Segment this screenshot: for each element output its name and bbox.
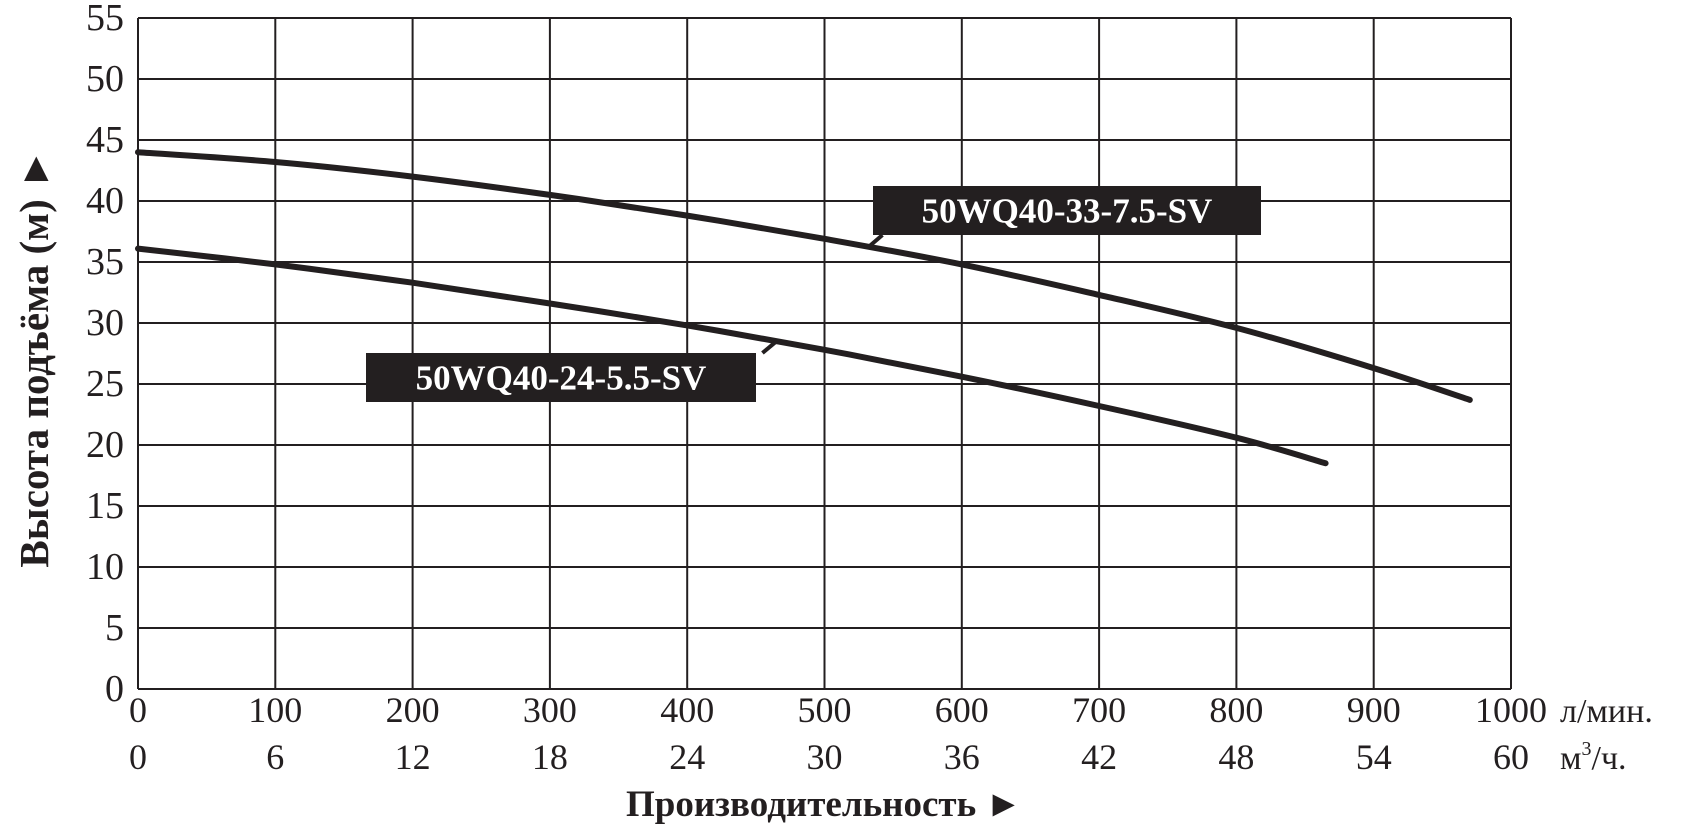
- x-tick-label-2: 200: [386, 690, 440, 730]
- x2-tick-label-3: 18: [532, 737, 568, 777]
- y-tick-label-10: 50: [86, 58, 124, 100]
- x-axis-unit-lpm: л/мин.: [1560, 693, 1653, 730]
- grid: [137, 17, 1512, 690]
- x-tick-label-4: 400: [660, 690, 714, 730]
- x2-tick-label-1: 6: [266, 737, 284, 777]
- y-tick-label-4: 20: [86, 424, 124, 466]
- y-tick-label-8: 40: [86, 180, 124, 222]
- annotation-label-1: 50WQ40-24-5.5-SV: [416, 359, 707, 398]
- annotation-leader-0: [867, 233, 884, 249]
- series-annotations: 50WQ40-33-7.5-SV 50WQ40-24-5.5-SV: [366, 186, 1261, 402]
- y-tick-label-0: 0: [105, 668, 124, 710]
- annotation-box-1: [366, 353, 756, 402]
- x2-tick-label-8: 48: [1218, 737, 1254, 777]
- x-axis-unit-m3h: м3/ч.: [1560, 738, 1627, 777]
- annotation-label-0: 50WQ40-33-7.5-SV: [922, 192, 1213, 231]
- x-tick-label-6: 600: [935, 690, 989, 730]
- series-line-1: [135, 245, 1329, 467]
- y-tick-label-3: 15: [86, 485, 124, 527]
- x2-tick-label-4: 24: [669, 737, 705, 777]
- x2-unit-base: м: [1560, 740, 1582, 777]
- x2-tick-label-5: 30: [807, 737, 843, 777]
- y-tick-label-6: 30: [86, 302, 124, 344]
- y-tick-label-7: 35: [86, 241, 124, 283]
- x-tick-label-1: 100: [248, 690, 302, 730]
- x2-unit-tail: /ч.: [1592, 740, 1627, 777]
- x2-unit-sup: 3: [1582, 738, 1592, 760]
- x-tick-label-5: 500: [798, 690, 852, 730]
- x2-tick-label-6: 36: [944, 737, 980, 777]
- x2-tick-label-9: 54: [1356, 737, 1392, 777]
- x-tick-label-9: 900: [1347, 690, 1401, 730]
- annotation-box-0: [873, 186, 1261, 235]
- x-tick-label-3: 300: [523, 690, 577, 730]
- series-line-0: [135, 149, 1473, 403]
- x-tick-label-7: 700: [1072, 690, 1126, 730]
- y-tick-label-9: 45: [86, 119, 124, 161]
- x2-tick-label-0: 0: [129, 737, 147, 777]
- x2-tick-label-10: 60: [1493, 737, 1529, 777]
- x-tick-label-10: 1000: [1475, 690, 1547, 730]
- y-tick-label-2: 10: [86, 546, 124, 588]
- series-lines: [135, 149, 1473, 467]
- y-axis-title: Высота подъёма (м) ►: [11, 148, 57, 567]
- x-tick-label-0: 0: [129, 690, 147, 730]
- x-axis-title: Производительность ►: [626, 784, 1022, 825]
- annotation-leader-1: [761, 339, 778, 355]
- x2-tick-label-7: 42: [1081, 737, 1117, 777]
- y-tick-label-11: 55: [86, 0, 124, 39]
- x-tick-label-8: 800: [1209, 690, 1263, 730]
- y-tick-label-5: 25: [86, 363, 124, 405]
- x2-tick-label-2: 12: [395, 737, 431, 777]
- y-tick-label-1: 5: [105, 607, 124, 649]
